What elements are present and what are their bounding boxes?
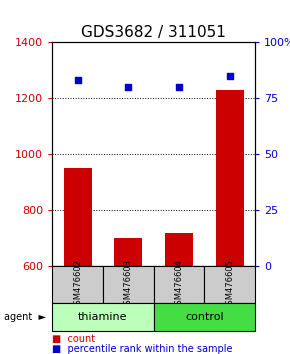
Point <box>227 73 232 79</box>
Point <box>177 84 182 90</box>
Bar <box>114 238 142 266</box>
Text: thiamine: thiamine <box>78 312 128 322</box>
Point <box>126 84 130 90</box>
Bar <box>103 266 154 303</box>
Text: agent  ►: agent ► <box>4 312 46 322</box>
Text: GSM476604: GSM476604 <box>175 259 184 309</box>
Bar <box>52 266 103 303</box>
Bar <box>52 303 154 331</box>
Bar <box>165 233 193 266</box>
Text: ■  percentile rank within the sample: ■ percentile rank within the sample <box>52 344 233 354</box>
Text: GSM476602: GSM476602 <box>73 259 82 309</box>
Bar <box>154 266 204 303</box>
Text: GSM476605: GSM476605 <box>225 259 234 309</box>
Title: GDS3682 / 311051: GDS3682 / 311051 <box>81 25 226 40</box>
Point <box>75 78 80 83</box>
Text: ■  count: ■ count <box>52 334 95 344</box>
Bar <box>64 168 92 266</box>
Bar <box>216 90 244 266</box>
Text: control: control <box>185 312 224 322</box>
Text: GSM476603: GSM476603 <box>124 258 133 310</box>
Bar <box>204 266 255 303</box>
Bar <box>154 303 255 331</box>
